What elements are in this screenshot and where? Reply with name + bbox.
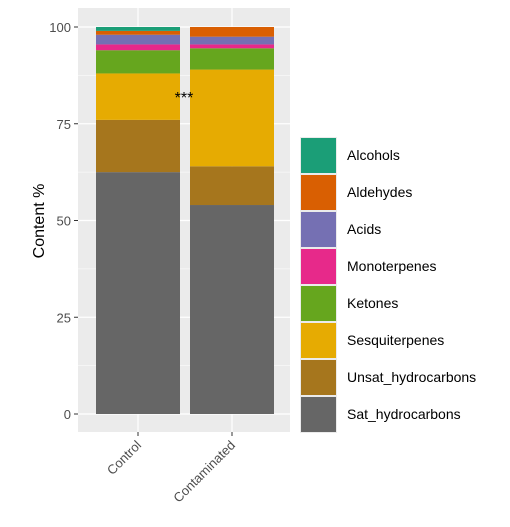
legend-key (301, 175, 336, 210)
bar-segment (190, 166, 274, 206)
legend-label: Unsat_hydrocarbons (347, 369, 476, 385)
bar-segment (190, 205, 274, 414)
legend-key (301, 397, 336, 432)
legend-label: Ketones (347, 295, 398, 311)
bar-segment (96, 172, 180, 414)
bar-segment (190, 69, 274, 167)
y-tick-label: 100 (49, 20, 71, 35)
legend-key (301, 212, 336, 247)
y-tick-label: 50 (57, 214, 71, 229)
bar-segment (96, 27, 180, 31)
y-tick-label: 25 (57, 310, 71, 325)
bar-segment (190, 44, 274, 49)
legend-key (301, 360, 336, 395)
bar-segment (96, 34, 180, 45)
legend-key (301, 249, 336, 284)
x-tick-label: Control (104, 437, 144, 477)
bar-segment (96, 44, 180, 51)
legend-key (301, 138, 336, 173)
bar-segment (190, 27, 274, 37)
legend-label: Acids (347, 221, 381, 237)
y-tick-label: 75 (57, 117, 71, 132)
bar-segment (190, 36, 274, 45)
legend-label: Aldehydes (347, 184, 412, 200)
bar-segment (190, 48, 274, 70)
legend-label: Sat_hydrocarbons (347, 406, 461, 422)
legend-key (301, 286, 336, 321)
x-tick-label: Contaminated (170, 438, 238, 506)
bar-segment (96, 119, 180, 173)
bar-segment (96, 30, 180, 35)
legend-key (301, 323, 336, 358)
legend-label: Sesquiterpenes (347, 332, 444, 348)
legend-label: Monoterpenes (347, 258, 437, 274)
annotation: *** (175, 90, 194, 107)
y-axis-title: Content % (31, 184, 48, 259)
bar-segment (96, 50, 180, 74)
legend-label: Alcohols (347, 147, 400, 163)
bar-segment (96, 73, 180, 120)
y-tick-label: 0 (64, 407, 71, 422)
